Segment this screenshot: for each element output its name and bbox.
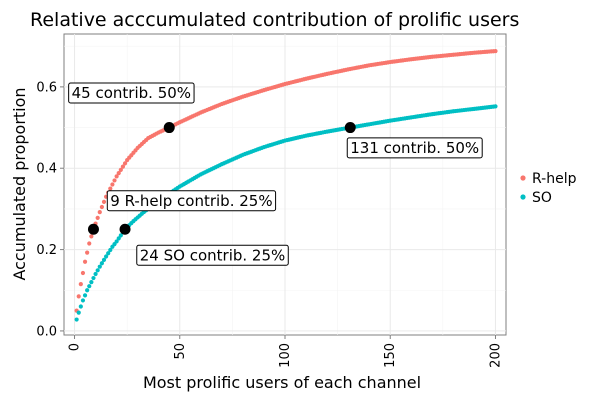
data-point [80,270,86,276]
y-tick-label: 0.0 [36,324,57,339]
data-point [78,304,83,309]
x-tick-label: 200 [488,343,503,368]
x-tick-label: 0 [68,343,83,351]
data-point [114,239,119,244]
annotation-label: 9 R-help contrib. 25% [106,190,277,212]
data-point [108,186,113,191]
data-point [99,261,104,266]
annotation-label: 131 contrib. 50% [346,137,483,159]
annotation-layer: 45 contrib. 50% 131 contrib. 50% 9 R-help … [68,82,483,266]
x-tick-label: 150 [383,343,398,368]
y-axis: 0.0 0.2 0.4 0.6 [36,80,64,339]
data-point [116,171,121,176]
legend-item: SO [520,190,552,206]
data-point [82,293,88,298]
data-point [76,310,81,315]
annotation-label: 24 SO contrib. 25% [136,244,289,266]
annotation-box [106,190,277,212]
data-point [87,284,92,289]
x-axis: 0 50 100 150 200 [68,335,503,368]
data-point [106,251,111,256]
x-axis-label: Most prolific users of each channel [143,373,421,392]
highlight-point [344,122,356,134]
data-point [82,259,88,264]
chart-title: Relative acccumulated contribution of pr… [30,9,519,31]
data-point [101,199,107,204]
x-tick-label: 100 [278,343,293,368]
data-point [120,164,126,169]
data-point [89,280,94,285]
annotation-box [136,244,289,266]
data-point [493,104,498,109]
data-point [110,182,115,187]
data-point [97,210,102,215]
data-point [99,204,104,210]
y-tick-label: 0.6 [36,80,57,95]
data-point [493,48,498,54]
annotation-text: 9 R-help contrib. 25% [110,192,272,210]
data-point [116,236,121,241]
data-point [78,282,83,287]
legend-label: R-help [532,171,577,187]
data-point [103,254,109,259]
legend-label: SO [532,190,552,206]
annotation-label: 45 contrib. 50% [68,82,195,104]
legend: R-help SO [520,171,577,206]
data-point [80,298,86,303]
data-point [85,288,90,293]
y-tick-label: 0.2 [36,243,57,258]
data-point [85,250,90,255]
data-point [93,271,98,277]
data-point [108,247,113,253]
data-point [118,233,123,238]
data-point [114,174,119,179]
data-point [87,241,92,246]
data-point [76,294,81,299]
highlight-point [119,223,131,235]
annotation-box [346,137,483,159]
y-axis-label: Accumulated proportion [10,87,29,280]
legend-swatch [520,175,526,181]
annotation-text: 45 contrib. 50% [72,84,191,102]
annotation-box [68,82,195,104]
data-point [97,264,102,269]
legend-item: R-help [520,171,577,187]
y-tick-label: 0.4 [36,162,57,177]
annotation-text: 24 SO contrib. 25% [140,246,286,264]
data-point [91,275,96,281]
data-point [112,178,117,183]
data-point [74,317,79,322]
data-point [95,268,100,273]
x-tick-label: 50 [173,343,188,360]
highlight-point [163,122,175,134]
highlight-layer [87,122,356,235]
annotation-text: 131 contrib. 50% [350,139,479,157]
legend-swatch [520,194,526,200]
data-point [101,257,107,262]
data-point [122,161,128,166]
data-point [95,215,100,220]
data-point [118,167,123,172]
data-point [89,234,94,239]
highlight-point [87,223,99,235]
